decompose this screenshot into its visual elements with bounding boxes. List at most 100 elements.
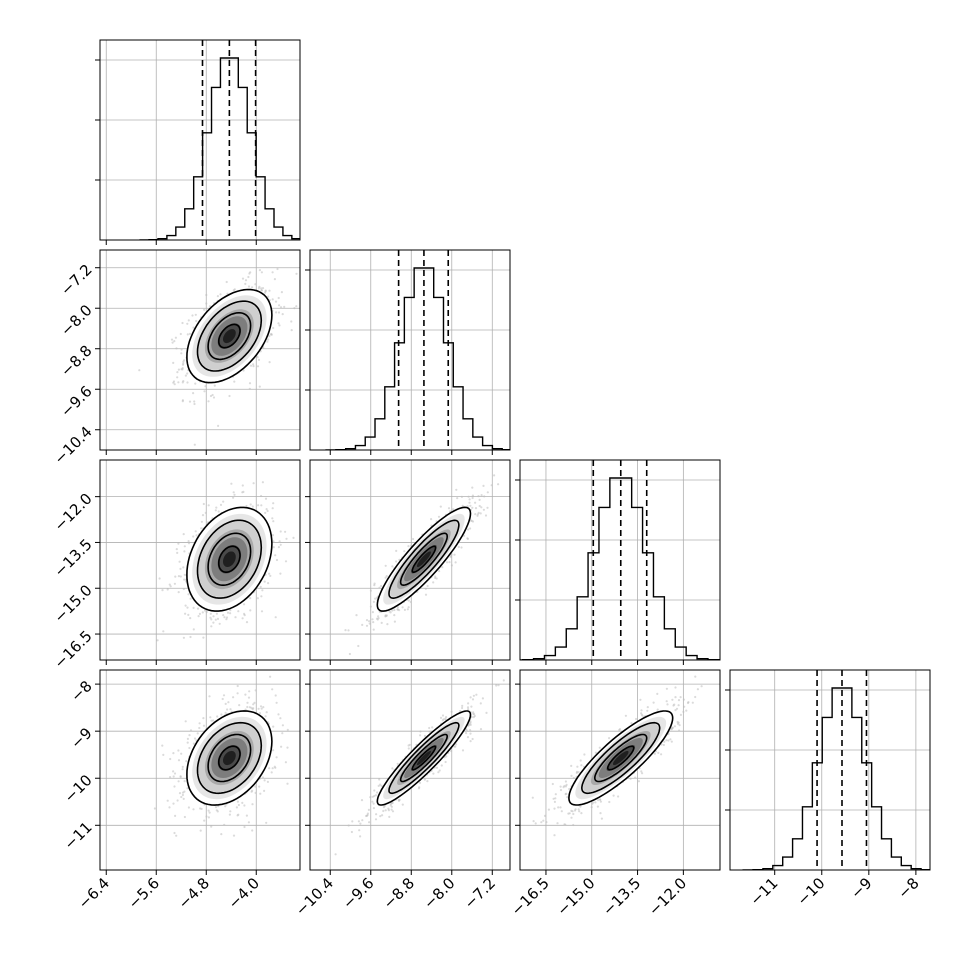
sample-point [480,506,483,509]
sample-point [210,618,213,621]
sample-point [468,723,471,726]
contour-line [388,519,460,600]
sample-point [236,800,239,803]
sample-point [226,611,230,614]
sample-point [183,550,186,553]
sample-point [486,491,489,494]
sample-point [196,607,200,610]
sample-point [275,311,278,314]
sample-point [210,825,213,828]
sample-point [243,804,246,807]
sample-point [247,285,251,288]
sample-point [277,322,280,325]
sample-point [372,628,375,631]
sample-point [201,611,204,614]
sample-point [260,271,263,274]
sample-point [192,742,195,745]
sample-point [471,520,475,523]
sample-point [177,759,181,762]
sample-point [183,578,186,581]
sample-point [674,709,677,712]
sample-point [440,764,443,767]
sample-point [471,496,474,500]
sample-point [407,747,410,750]
sample-point [173,340,176,343]
sample-point [577,771,580,774]
sample-point [359,835,362,838]
sample-point [197,615,200,618]
sample-point [219,503,223,506]
sample-point [262,706,265,709]
sample-point [175,834,178,837]
sample-point [180,348,183,351]
sample-point [423,778,426,781]
sample-point [183,359,186,362]
sample-point [455,743,458,746]
sample-point [236,684,239,688]
sample-point [223,616,226,619]
sample-point [461,706,464,710]
sample-point [679,696,682,699]
contour-line [388,721,460,795]
sample-point [172,770,175,773]
sample-point [174,336,177,339]
sample-point [183,545,186,548]
sample-point [263,779,266,782]
sample-point [396,608,399,611]
sample-point [230,482,233,485]
scatter-panel [100,460,300,660]
sample-point [365,814,368,818]
sample-point [432,581,435,584]
sample-point [192,535,195,538]
sample-point [449,510,452,513]
histogram-panel [100,40,300,240]
sample-point [192,326,195,329]
sample-point [258,285,261,288]
sample-point [454,745,457,748]
sample-point [277,713,280,716]
sample-point [485,711,488,715]
sample-point [407,606,410,609]
sample-point [192,606,195,610]
sample-point [187,540,190,543]
sample-point [568,787,571,791]
sample-point [426,584,429,588]
sample-point [268,572,271,575]
sample-point [249,597,252,600]
sample-point [175,548,178,551]
sample-point [475,693,478,696]
sample-point [293,307,296,310]
sample-point [184,374,187,377]
sample-point [216,810,219,813]
sample-point [656,692,659,696]
sample-point [379,815,382,818]
sample-point [376,618,379,621]
sample-point [469,696,472,699]
sample-point [259,792,262,795]
sample-point [472,694,475,697]
sample-point [187,806,190,809]
sample-point [260,707,263,710]
sample-point [461,749,465,752]
sample-point [351,820,354,823]
sample-point [428,730,431,733]
sample-point [207,809,210,812]
sample-point [222,500,225,503]
sample-point [274,300,278,303]
sample-point [468,498,471,501]
sample-point [280,291,283,294]
contour-line [411,545,437,573]
sample-point [665,739,668,742]
sample-point [232,491,235,494]
histogram-panel [520,460,720,660]
sample-point [271,298,274,301]
sample-point [251,829,254,832]
sample-point [374,597,377,600]
sample-point [284,761,287,764]
sample-point [407,545,410,548]
sample-point [473,714,476,718]
sample-point [469,504,472,507]
sample-point [261,776,265,779]
contour-line [196,300,263,372]
